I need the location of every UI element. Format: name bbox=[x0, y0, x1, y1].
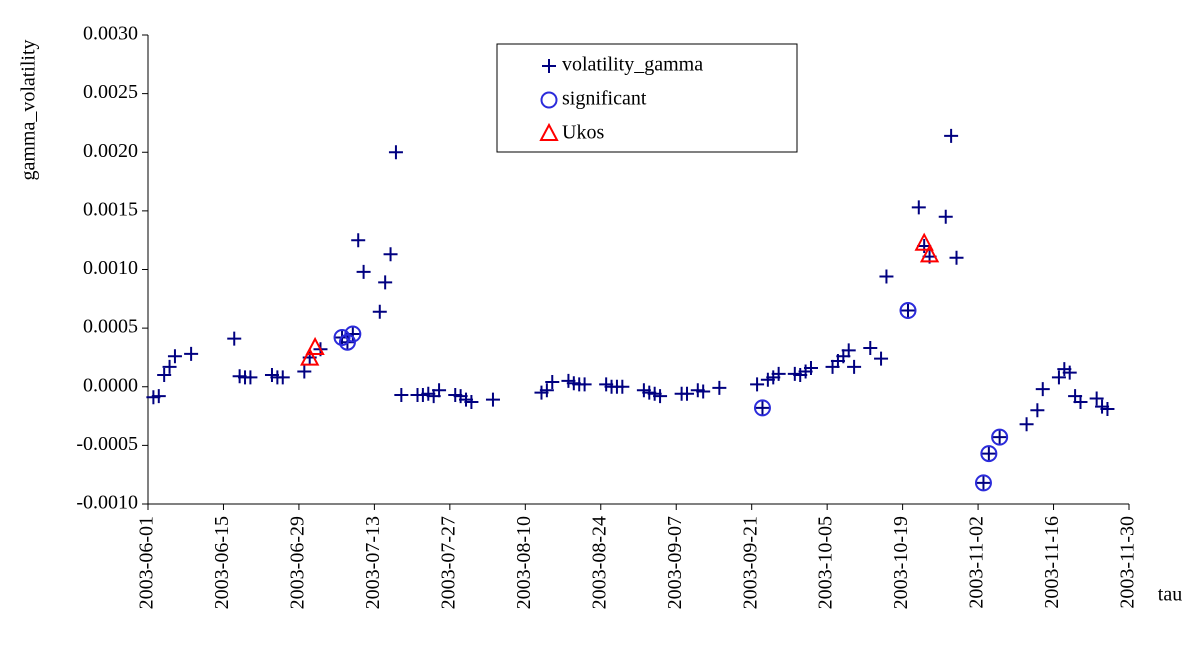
plus-marker bbox=[356, 264, 371, 279]
plus-marker bbox=[750, 377, 765, 392]
y-tick-label: -0.0005 bbox=[76, 433, 138, 455]
plus-marker bbox=[227, 331, 242, 346]
circle-marker bbox=[753, 399, 771, 417]
plus-marker bbox=[378, 275, 393, 290]
plus-marker bbox=[243, 370, 258, 385]
y-axis-title: gamma_volatility bbox=[18, 39, 40, 180]
plus-marker bbox=[577, 377, 592, 392]
plus-marker bbox=[841, 343, 856, 358]
plus-marker bbox=[615, 379, 630, 394]
plus-marker bbox=[1051, 370, 1066, 385]
triangle-marker bbox=[300, 347, 320, 366]
plus-marker bbox=[297, 364, 312, 379]
plus-marker bbox=[151, 389, 166, 404]
plus-marker bbox=[432, 383, 447, 398]
plus-marker bbox=[938, 209, 953, 224]
plus-marker bbox=[712, 380, 727, 395]
plus-marker bbox=[1073, 394, 1088, 409]
legend-marker bbox=[539, 122, 559, 141]
circle-marker bbox=[899, 302, 917, 320]
x-axis-title: tau bbox=[1158, 584, 1182, 606]
x-tick-label: 2003-08-24 bbox=[588, 516, 610, 609]
plus-marker bbox=[539, 383, 554, 398]
plus-marker bbox=[351, 233, 366, 248]
plus-marker bbox=[394, 387, 409, 402]
circle-marker bbox=[333, 329, 351, 347]
x-tick-label: 2003-11-30 bbox=[1117, 516, 1139, 609]
plus-marker bbox=[901, 303, 916, 318]
plus-marker bbox=[653, 389, 668, 404]
legend-marker bbox=[540, 91, 558, 109]
plus-marker bbox=[157, 368, 172, 383]
circle-marker bbox=[991, 428, 1009, 446]
x-tick-label: 2003-07-27 bbox=[437, 516, 459, 609]
x-tick-label: 2003-10-19 bbox=[890, 516, 912, 609]
y-tick-label: 0.0000 bbox=[83, 374, 138, 396]
plus-marker bbox=[1035, 382, 1050, 397]
plus-marker bbox=[771, 366, 786, 381]
plus-marker bbox=[275, 370, 290, 385]
plus-marker bbox=[879, 269, 894, 284]
x-tick-label: 2003-06-15 bbox=[211, 516, 233, 609]
plus-marker bbox=[388, 145, 403, 160]
y-tick-label: 0.0015 bbox=[83, 198, 138, 220]
plus-marker bbox=[863, 341, 878, 356]
plus-marker bbox=[1019, 417, 1034, 432]
plus-marker bbox=[1030, 403, 1045, 418]
plus-marker bbox=[696, 384, 711, 399]
x-tick-label: 2003-06-01 bbox=[136, 516, 158, 609]
x-tick-label: 2003-08-10 bbox=[513, 516, 535, 609]
x-tick-label: 2003-11-16 bbox=[1041, 516, 1063, 609]
plus-marker bbox=[1089, 391, 1104, 406]
triangle-marker bbox=[305, 336, 325, 356]
plus-marker bbox=[847, 359, 862, 374]
plus-marker bbox=[167, 349, 182, 364]
plus-marker bbox=[162, 359, 177, 374]
legend-box bbox=[496, 43, 798, 153]
triangle-marker bbox=[914, 232, 934, 251]
y-tick-label: 0.0010 bbox=[83, 257, 138, 279]
x-tick-label: 2003-09-07 bbox=[664, 516, 686, 609]
plus-marker bbox=[874, 351, 889, 366]
plus-marker bbox=[485, 392, 500, 407]
circle-marker bbox=[980, 445, 998, 463]
circle-marker bbox=[974, 474, 992, 492]
legend-marker bbox=[542, 59, 556, 73]
y-tick-label: -0.0010 bbox=[76, 492, 138, 514]
plus-marker bbox=[755, 400, 770, 415]
x-tick-label: 2003-07-13 bbox=[362, 516, 384, 609]
y-tick-label: 0.0025 bbox=[83, 81, 138, 103]
plus-marker bbox=[1100, 402, 1115, 417]
plus-marker bbox=[372, 304, 387, 319]
plus-marker bbox=[992, 430, 1007, 445]
legend-label: volatility_gamma bbox=[562, 54, 703, 76]
y-tick-label: 0.0005 bbox=[83, 316, 138, 338]
circle-marker bbox=[344, 325, 362, 343]
triangle-marker bbox=[919, 244, 940, 263]
plus-marker bbox=[680, 386, 695, 401]
x-tick-label: 2003-09-21 bbox=[739, 516, 761, 609]
plus-marker bbox=[803, 360, 818, 375]
y-tick-label: 0.0020 bbox=[83, 140, 138, 162]
plus-marker bbox=[545, 375, 560, 390]
plus-marker bbox=[911, 200, 926, 215]
x-tick-label: 2003-10-05 bbox=[815, 516, 837, 609]
legend-label: significant bbox=[562, 88, 647, 110]
plus-marker bbox=[383, 247, 398, 262]
plus-marker bbox=[1062, 365, 1077, 380]
x-tick-label: 2003-06-29 bbox=[287, 516, 309, 609]
plus-marker bbox=[949, 250, 964, 265]
plus-marker bbox=[944, 128, 959, 143]
plus-marker bbox=[184, 346, 199, 361]
x-tick-label: 2003-11-02 bbox=[966, 516, 988, 609]
y-tick-label: 0.0030 bbox=[83, 23, 138, 45]
plus-marker bbox=[976, 475, 991, 490]
plus-marker bbox=[464, 394, 479, 409]
legend-label: Ukos bbox=[562, 122, 604, 144]
plus-marker bbox=[981, 446, 996, 461]
